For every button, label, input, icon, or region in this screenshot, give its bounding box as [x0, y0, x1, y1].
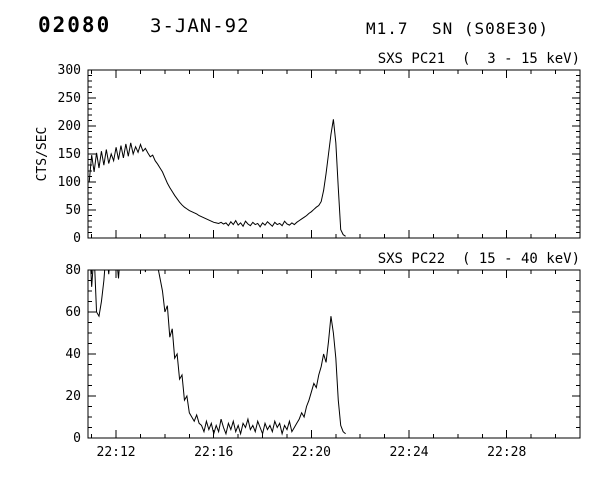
x-tick-label: 22:20	[292, 445, 331, 460]
y-tick-label: 60	[65, 305, 81, 320]
flare-class: M1.7	[366, 19, 409, 38]
y-tick-label: 200	[58, 119, 81, 134]
y-tick-label: 300	[58, 63, 81, 78]
x-tick-label: 22:16	[194, 445, 233, 460]
panel-title: SXS PC21 ( 3 - 15 keV)	[378, 51, 580, 67]
event-date: 3-JAN-92	[150, 15, 250, 37]
event-number: 02080	[38, 13, 112, 37]
panel-0: 0 50 100 150 200 250 300 SXS PC21 ( 3 - 15 keV)…	[35, 51, 581, 246]
y-tick-label: 50	[65, 203, 81, 218]
y-tick-label: 20	[65, 389, 81, 404]
plot-frame	[87, 269, 581, 439]
series-line	[90, 270, 346, 436]
y-axis-label: CTS/SEC	[35, 127, 50, 182]
y-tick-label: 0	[73, 431, 81, 446]
x-tick-label: 22:28	[487, 445, 526, 460]
plot-frame	[87, 69, 581, 239]
x-tick-label: 22:12	[97, 445, 136, 460]
y-tick-label: 250	[58, 91, 81, 106]
series-line	[88, 119, 346, 237]
flare-type-location: SN (S08E30)	[432, 19, 549, 38]
y-tick-label: 100	[58, 175, 81, 190]
y-tick-label: 80	[65, 263, 81, 278]
panel-1: 22:12 22:16 22:20 22:24 22:28 0 20 40 60 80 SXS PC…	[65, 251, 581, 460]
y-tick-label: 40	[65, 347, 81, 362]
y-tick-label: 150	[58, 147, 81, 162]
x-tick-label: 22:24	[390, 445, 429, 460]
panel-title: SXS PC22 ( 15 - 40 keV)	[378, 251, 580, 267]
y-tick-label: 0	[73, 231, 81, 246]
